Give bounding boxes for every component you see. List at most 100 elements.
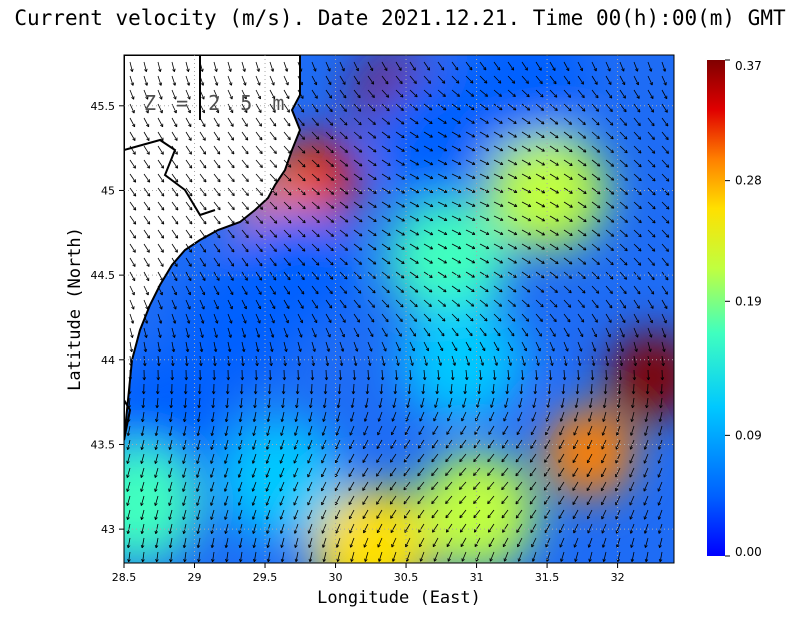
velocity-arrowhead — [443, 120, 447, 124]
velocity-arrow — [381, 285, 390, 293]
velocity-arrow — [311, 173, 320, 181]
velocity-arrowhead — [650, 109, 655, 113]
velocity-arrow — [213, 299, 219, 310]
velocity-arrowhead — [558, 501, 562, 505]
velocity-arrowhead — [567, 94, 572, 98]
velocity-arrow — [544, 509, 551, 519]
velocity-arrow — [395, 173, 405, 180]
velocity-arrowhead — [287, 136, 291, 141]
velocity-arrowhead — [156, 377, 161, 381]
velocity-arrowhead — [552, 67, 556, 71]
velocity-arrow — [213, 61, 218, 72]
velocity-arrow — [376, 495, 383, 505]
velocity-arrowhead — [553, 318, 557, 323]
velocity-arrow — [353, 215, 363, 223]
velocity-arrow — [311, 229, 320, 238]
velocity-arrow — [549, 187, 559, 194]
velocity-arrowhead — [573, 544, 577, 548]
velocity-arrowhead — [211, 558, 215, 563]
velocity-arrowhead — [525, 318, 530, 322]
velocity-arrowhead — [662, 348, 666, 352]
velocity-arrow — [459, 439, 467, 449]
velocity-arrowhead — [499, 245, 504, 250]
velocity-arrowhead — [252, 558, 257, 563]
velocity-arrow — [241, 271, 248, 281]
velocity-arrowhead — [280, 432, 284, 436]
velocity-arrowhead — [569, 204, 573, 208]
velocity-arrowhead — [155, 391, 160, 395]
velocity-arrowhead — [590, 377, 595, 381]
velocity-arrowhead — [468, 347, 472, 352]
velocity-arrow — [605, 61, 611, 72]
velocity-arrowhead — [244, 277, 248, 281]
velocity-arrow — [633, 173, 642, 182]
velocity-arrowhead — [160, 207, 165, 211]
velocity-arrowhead — [287, 276, 291, 281]
velocity-arrowhead — [544, 515, 548, 519]
velocity-arrow — [362, 509, 369, 519]
velocity-arrow — [461, 551, 467, 562]
velocity-arrowhead — [301, 276, 305, 281]
velocity-arrow — [335, 523, 341, 534]
velocity-arrowhead — [267, 404, 271, 409]
velocity-arrow — [535, 341, 541, 352]
colorbar — [707, 60, 725, 556]
velocity-arrowhead — [631, 404, 635, 409]
velocity-arrow — [129, 299, 135, 310]
velocity-arrowhead — [600, 473, 605, 478]
velocity-arrow — [239, 537, 243, 548]
velocity-arrowhead — [415, 176, 420, 180]
velocity-arrow — [493, 89, 502, 97]
velocity-arrowhead — [415, 204, 420, 208]
velocity-arrowhead — [530, 431, 535, 436]
velocity-arrowhead — [650, 291, 655, 295]
velocity-arrow — [586, 481, 593, 491]
velocity-arrow — [362, 453, 369, 463]
velocity-arrow — [266, 467, 271, 478]
velocity-arrow — [253, 425, 257, 436]
velocity-arrow — [155, 537, 159, 548]
velocity-arrowhead — [597, 205, 601, 209]
velocity-arrowhead — [126, 446, 130, 450]
velocity-arrow — [633, 257, 642, 266]
velocity-arrow — [521, 173, 532, 180]
velocity-arrow — [521, 201, 532, 207]
velocity-arrow — [409, 243, 419, 250]
velocity-arrow — [297, 103, 305, 113]
velocity-arrow — [381, 229, 391, 236]
velocity-arrowhead — [126, 460, 130, 464]
velocity-arrow — [381, 173, 391, 180]
velocity-arrowhead — [579, 348, 583, 352]
velocity-arrowhead — [372, 108, 376, 112]
velocity-arrow — [227, 299, 233, 310]
velocity-arrowhead — [391, 544, 395, 548]
velocity-arrow — [395, 131, 405, 139]
velocity-arrow — [465, 299, 475, 307]
velocity-arrow — [325, 201, 334, 209]
velocity-arrowhead — [141, 418, 145, 423]
velocity-arrowhead — [575, 391, 580, 395]
velocity-arrow — [339, 327, 345, 338]
velocity-arrowhead — [658, 432, 662, 436]
velocity-arrowhead — [302, 205, 306, 210]
velocity-arrow — [154, 481, 159, 492]
velocity-arrowhead — [417, 515, 422, 519]
velocity-arrowhead — [210, 432, 215, 437]
velocity-arrowhead — [155, 558, 159, 563]
velocity-arrowhead — [443, 246, 448, 250]
velocity-arrowhead — [316, 191, 320, 195]
velocity-arrow — [129, 75, 134, 86]
velocity-arrow — [353, 145, 363, 153]
velocity-arrowhead — [441, 318, 446, 322]
velocity-arrow — [141, 523, 145, 534]
velocity-arrow — [171, 355, 174, 366]
velocity-arrow — [529, 481, 537, 491]
velocity-arrow — [129, 89, 135, 100]
velocity-arrowhead — [174, 137, 178, 141]
velocity-arrow — [268, 397, 271, 408]
velocity-arrowhead — [390, 431, 395, 436]
velocity-arrowhead — [335, 432, 339, 436]
velocity-arrowhead — [527, 217, 532, 222]
velocity-arrowhead — [294, 432, 298, 436]
velocity-arrow — [353, 173, 363, 181]
